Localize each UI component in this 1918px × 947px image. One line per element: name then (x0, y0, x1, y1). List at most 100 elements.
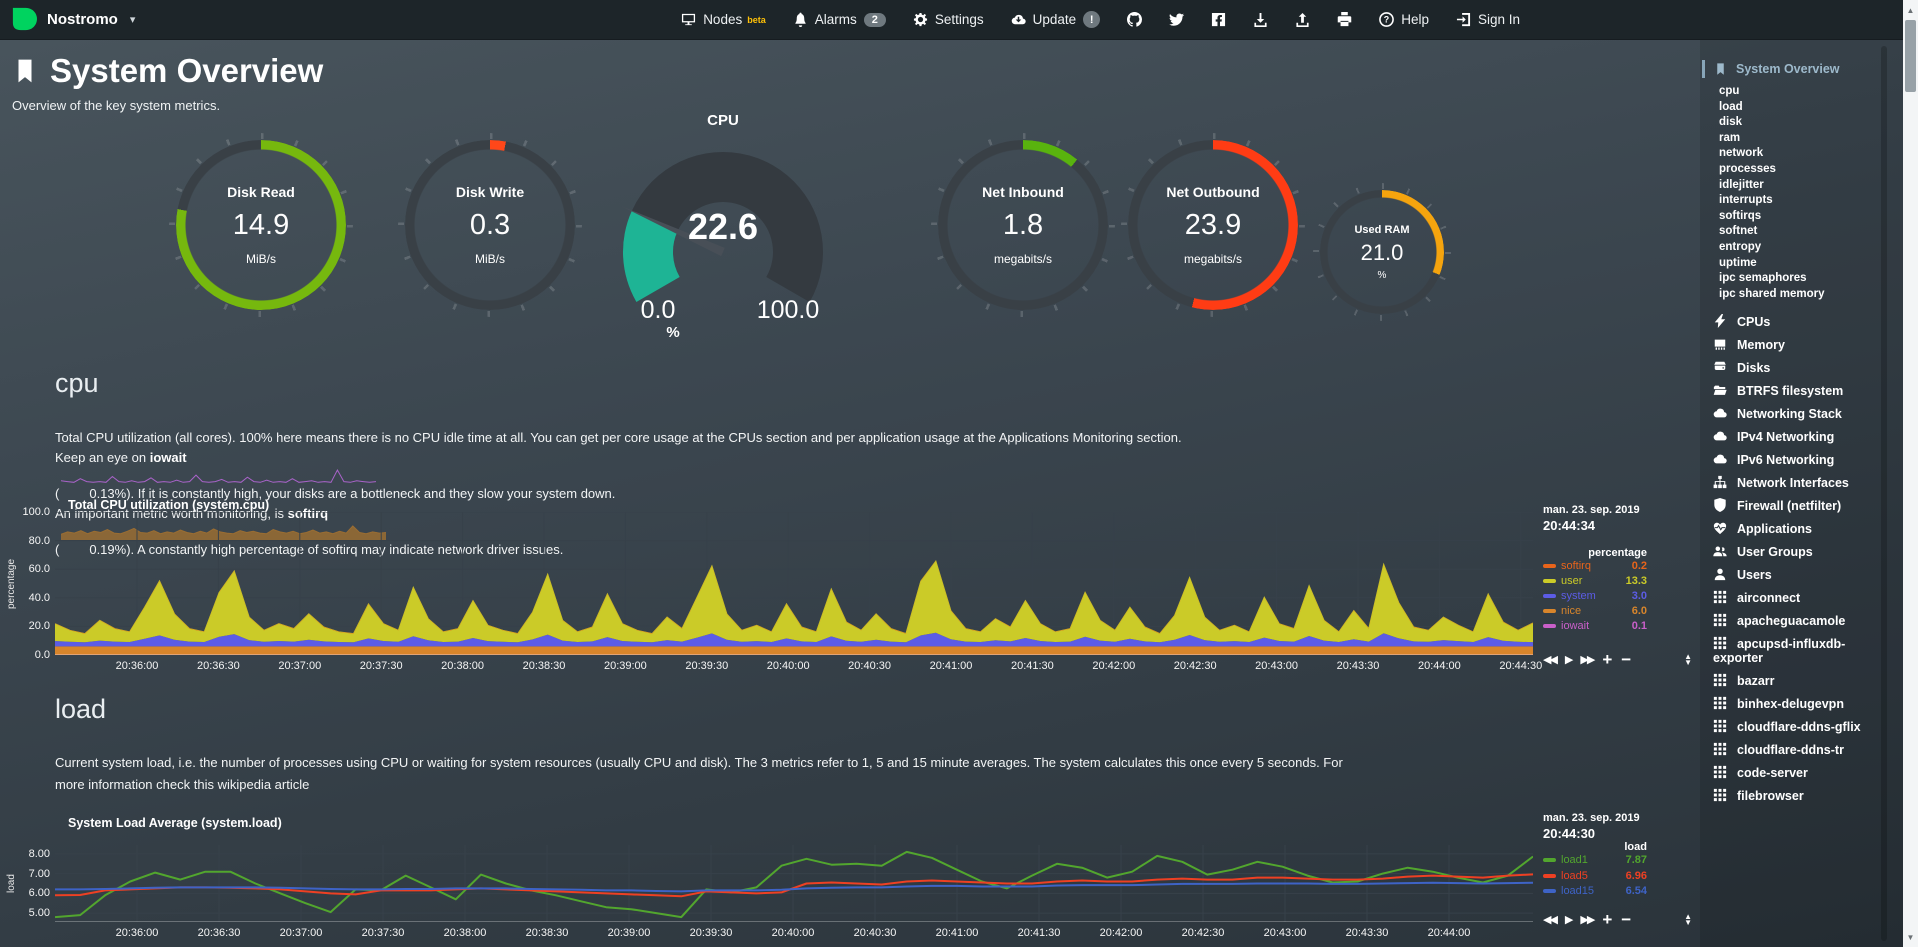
legend-units-header: load (1624, 841, 1647, 853)
play-button[interactable]: ▶ (1564, 914, 1574, 926)
resize-handle[interactable]: ▲ ▼ (1684, 653, 1692, 666)
sidebar-item-apacheguacamole[interactable]: apacheguacamole (1702, 613, 1903, 628)
resize-handle[interactable]: ▲ ▼ (1684, 913, 1692, 926)
twitter-button[interactable] (1169, 12, 1185, 27)
sidebar-item-disks[interactable]: Disks (1702, 360, 1903, 375)
gauge-disk-write[interactable]: Disk Write 0.3 MiB/s (398, 133, 582, 317)
import-snapshot-button[interactable] (1295, 12, 1310, 27)
download-icon (1254, 12, 1267, 27)
sidebar-subitem-softirqs[interactable]: softirqs (1719, 209, 1762, 222)
gauge-disk-read[interactable]: Disk Read 14.9 MiB/s (169, 133, 353, 317)
gauge-net-outbound[interactable]: Net Outbound 23.9 megabits/s (1121, 133, 1305, 317)
pan-right-button[interactable]: ▶▶ (1580, 914, 1595, 926)
sidebar-subitem-uptime[interactable]: uptime (1719, 256, 1757, 269)
cpu-chart[interactable]: Total CPU utilization (system.cpu) percen… (0, 495, 1700, 683)
legend-time: 20:44:30 (1543, 826, 1596, 841)
legend-item-load5[interactable]: load5 6.96 (1543, 870, 1647, 882)
settings-button[interactable]: Settings (913, 12, 984, 27)
gauge-net-inbound[interactable]: Net Inbound 1.8 megabits/s (931, 133, 1115, 317)
sidebar-item-cloudflare-ddns-tr[interactable]: cloudflare-ddns-tr (1702, 742, 1903, 757)
load-chart[interactable]: System Load Average (system.load) load 5.0… (0, 810, 1700, 947)
sidebar-subitem-idlejitter[interactable]: idlejitter (1719, 178, 1764, 191)
sidebar-item-btrfs-filesystem[interactable]: BTRFS filesystem (1702, 383, 1903, 398)
sidebar-item-airconnect[interactable]: airconnect (1702, 590, 1903, 605)
scroll-up-arrow[interactable]: ▲ (1906, 6, 1915, 15)
legend-item-load15[interactable]: load15 6.54 (1543, 885, 1647, 897)
facebook-button[interactable] (1211, 12, 1226, 27)
legend-item-nice[interactable]: nice 6.0 (1543, 605, 1647, 617)
sidebar-item-ipv4-networking[interactable]: IPv4 Networking (1702, 429, 1903, 444)
help-button[interactable]: ? Help (1379, 12, 1429, 27)
sidebar-subitem-interrupts[interactable]: interrupts (1719, 194, 1773, 207)
sidebar-item-ipv6-networking[interactable]: IPv6 Networking (1702, 452, 1903, 467)
legend-item-softirq[interactable]: softirq 0.2 (1543, 560, 1647, 572)
github-icon (1127, 12, 1143, 27)
plot-area[interactable] (55, 845, 1533, 922)
sidebar-subitem-softnet[interactable]: softnet (1719, 225, 1758, 238)
pan-right-button[interactable]: ▶▶ (1580, 654, 1595, 666)
gauge-arc (176, 140, 346, 310)
sidebar-item-cloudflare-ddns-gflix[interactable]: cloudflare-ddns-gflix (1702, 719, 1903, 734)
sidebar-scrollbar[interactable] (1881, 46, 1887, 941)
legend-item-system[interactable]: system 3.0 (1543, 590, 1647, 602)
signin-button[interactable]: Sign In (1456, 12, 1520, 27)
scrollbar-thumb[interactable] (1905, 20, 1916, 92)
print-button[interactable] (1337, 12, 1352, 27)
sidebar-item-code-server[interactable]: code-server (1702, 765, 1903, 780)
sidebar-item-users[interactable]: Users (1702, 567, 1903, 582)
sidebar-item-binhex-delugevpn[interactable]: binhex-delugevpn (1702, 696, 1903, 711)
apps-icon (1713, 521, 1727, 535)
sidebar-subitem-network[interactable]: network (1719, 147, 1764, 160)
sidebar-item-bazarr[interactable]: bazarr (1702, 673, 1903, 688)
sidebar-item-networking-stack[interactable]: Networking Stack (1702, 406, 1903, 421)
legend-item-user[interactable]: user 13.3 (1543, 575, 1647, 587)
legend-item-load1[interactable]: load1 7.87 (1543, 854, 1647, 866)
pan-left-button[interactable]: ◀◀ (1543, 914, 1558, 926)
pan-left-button[interactable]: ◀◀ (1543, 654, 1558, 666)
sidebar-item-memory[interactable]: Memory (1702, 337, 1903, 352)
sidebar-subitem-entropy[interactable]: entropy (1719, 240, 1762, 253)
y-tick-label: 20.0 (28, 620, 50, 633)
github-button[interactable] (1127, 12, 1143, 27)
sidebar-subitem-processes[interactable]: processes (1719, 162, 1776, 175)
gauge-cpu[interactable]: CPU 22.6 0.0 100.0 % (593, 112, 853, 348)
zoom-in-button[interactable]: + (1602, 650, 1613, 669)
sidebar-item-user-groups[interactable]: User Groups (1702, 544, 1903, 559)
plot-area[interactable] (55, 512, 1533, 655)
legend-item-iowait[interactable]: iowait 0.1 (1543, 620, 1647, 632)
cpu-desc-line2: Keep an eye on iowait (0.13%). If it is … (55, 450, 616, 501)
sidebar-subitem-load[interactable]: load (1719, 100, 1743, 113)
gauge-used-ram[interactable]: Used RAM 21.0 % (1313, 183, 1451, 321)
zoom-out-button[interactable]: − (1621, 910, 1632, 929)
x-tick-label: 20:41:30 (1010, 660, 1054, 672)
sidebar-item-network-interfaces[interactable]: Network Interfaces (1702, 475, 1903, 490)
sidebar-item-firewall-netfilter-[interactable]: Firewall (netfilter) (1702, 498, 1903, 513)
shield-icon (1713, 498, 1727, 512)
scroll-down-arrow[interactable]: ▼ (1906, 933, 1915, 942)
zoom-out-button[interactable]: − (1621, 650, 1632, 669)
nodes-button[interactable]: Nodes beta (681, 12, 766, 27)
wikipedia-link[interactable]: wikipedia article (217, 777, 310, 792)
play-button[interactable]: ▶ (1564, 654, 1574, 666)
zoom-in-button[interactable]: + (1602, 910, 1613, 929)
download-snapshot-button[interactable] (1253, 12, 1268, 27)
sidebar-item-system-overview[interactable]: System Overview (1702, 60, 1903, 78)
alarms-button[interactable]: Alarms 2 (793, 12, 886, 27)
page-scrollbar[interactable]: ▲ ▼ (1903, 0, 1918, 947)
sidebar-item-cpus[interactable]: CPUs (1702, 314, 1903, 329)
sidebar-subitem-ipc-semaphores[interactable]: ipc semaphores (1719, 272, 1807, 285)
sidebar-subitem-ipc-shared-memory[interactable]: ipc shared memory (1719, 287, 1825, 300)
sidebar-subitem-ram[interactable]: ram (1719, 131, 1741, 144)
sidebar-item-filebrowser[interactable]: filebrowser (1702, 788, 1903, 803)
gauge-label: Net Outbound (1166, 184, 1260, 200)
cloud-icon (1713, 429, 1727, 443)
sidebar-subitem-disk[interactable]: disk (1719, 116, 1743, 129)
grid-icon (1713, 696, 1727, 710)
grid-icon (1713, 765, 1727, 779)
sidebar-item-applications[interactable]: Applications (1702, 521, 1903, 536)
update-button[interactable]: Update ! (1011, 11, 1101, 28)
sidebar-item-apcupsd-influxdb-exporter[interactable]: apcupsd-influxdb-exporter (1713, 637, 1846, 666)
sidebar-subitem-cpu[interactable]: cpu (1719, 85, 1740, 97)
load-section-heading: load (55, 694, 107, 724)
node-selector[interactable]: Nostromo ▾ (10, 5, 135, 34)
